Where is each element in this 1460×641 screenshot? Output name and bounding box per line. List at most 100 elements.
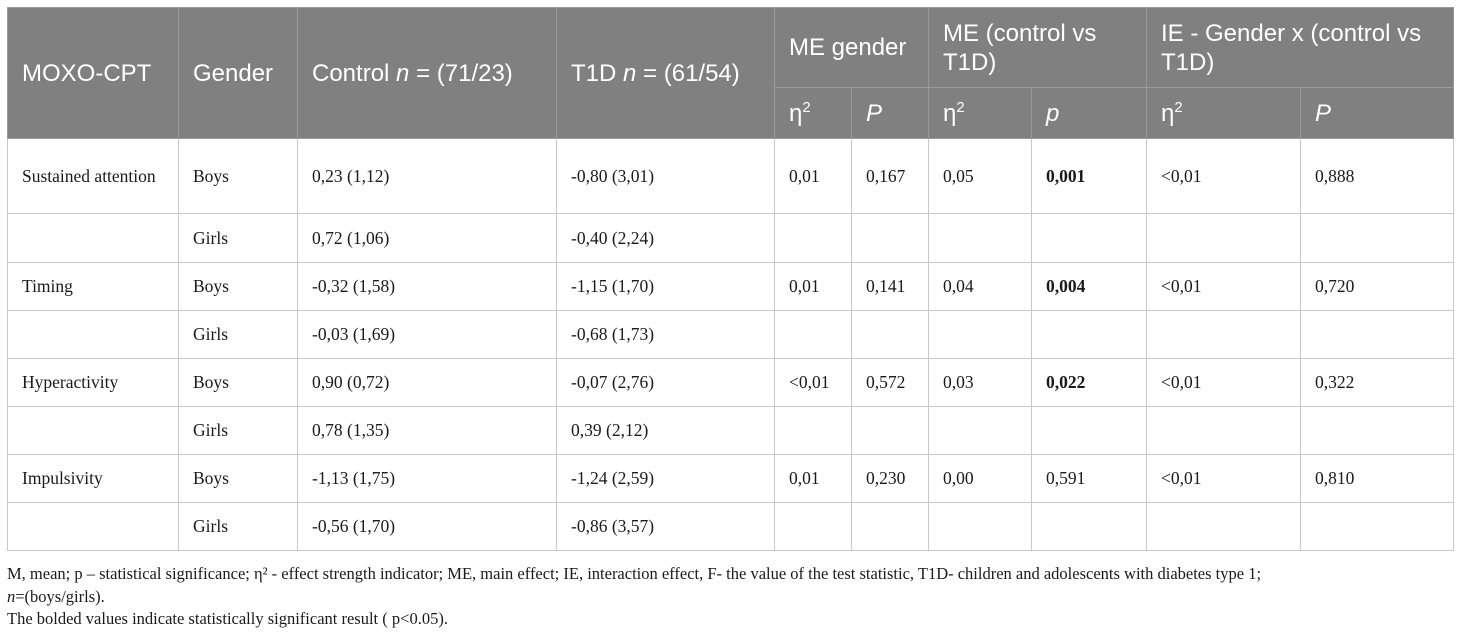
cell-me-control-eta: 0,04 (928, 262, 1032, 311)
table-row: Hyperactivity Boys 0,90 (0,72) -0,07 (2,… (7, 358, 1454, 407)
cell-me-gender-eta (774, 310, 852, 359)
table-header: MOXO-CPT Gender Control n = (71/23) T1D … (7, 7, 1454, 139)
cell-gender: Boys (178, 358, 298, 407)
cell-ie-eta (1146, 213, 1301, 263)
cell-me-control-p: 0,004 (1031, 262, 1147, 311)
cell-ie-p: 0,322 (1300, 358, 1454, 407)
header-ie-gender-control: IE - Gender x (control vs T1D) (1146, 7, 1454, 88)
cell-gender: Girls (178, 213, 298, 263)
header-me-gender: ME gender (774, 7, 929, 88)
cell-me-gender-eta (774, 502, 852, 551)
cell-control: 0,72 (1,06) (297, 213, 557, 263)
cell-t1d: -0,40 (2,24) (556, 213, 775, 263)
cell-me-gender-eta: 0,01 (774, 262, 852, 311)
cell-me-gender-p (851, 310, 929, 359)
cell-gender: Boys (178, 454, 298, 503)
cell-control: -0,03 (1,69) (297, 310, 557, 359)
cell-me-gender-p: 0,230 (851, 454, 929, 503)
cell-me-control-p: 0,001 (1031, 138, 1147, 214)
cell-gender: Girls (178, 406, 298, 455)
cell-me-gender-p (851, 502, 929, 551)
cell-ie-eta: <0,01 (1146, 262, 1301, 311)
table-row: Sustained attention Boys 0,23 (1,12) -0,… (7, 138, 1454, 214)
cell-t1d: -0,07 (2,76) (556, 358, 775, 407)
cell-ie-eta: <0,01 (1146, 138, 1301, 214)
cell-t1d: -0,68 (1,73) (556, 310, 775, 359)
cell-measure (7, 213, 179, 263)
cell-ie-eta (1146, 406, 1301, 455)
results-table-container: MOXO-CPT Gender Control n = (71/23) T1D … (7, 7, 1454, 551)
header-me-control-vs-t1d: ME (control vs T1D) (928, 7, 1147, 88)
cell-me-control-p (1031, 310, 1147, 359)
cell-ie-eta (1146, 502, 1301, 551)
cell-me-gender-p (851, 213, 929, 263)
cell-control: -0,56 (1,70) (297, 502, 557, 551)
cell-me-control-p: 0,022 (1031, 358, 1147, 407)
cell-ie-eta: <0,01 (1146, 358, 1301, 407)
cell-me-control-eta (928, 213, 1032, 263)
cell-me-gender-p: 0,572 (851, 358, 929, 407)
subheader-ie-eta: η2 (1146, 87, 1301, 139)
cell-gender: Boys (178, 138, 298, 214)
cell-me-gender-eta (774, 213, 852, 263)
cell-me-gender-eta: 0,01 (774, 138, 852, 214)
subheader-ie-p: P (1300, 87, 1454, 139)
cell-me-gender-eta (774, 406, 852, 455)
table-body: Sustained attention Boys 0,23 (1,12) -0,… (7, 138, 1454, 551)
cell-measure (7, 310, 179, 359)
cell-ie-eta: <0,01 (1146, 454, 1301, 503)
header-gender: Gender (178, 7, 298, 139)
cell-measure: Hyperactivity (7, 358, 179, 407)
cell-me-gender-eta: <0,01 (774, 358, 852, 407)
cell-control: 0,78 (1,35) (297, 406, 557, 455)
cell-me-control-p (1031, 406, 1147, 455)
table-footnote: M, mean; p – statistical significance; η… (7, 563, 1453, 631)
cell-ie-p (1300, 213, 1454, 263)
cell-me-gender-eta: 0,01 (774, 454, 852, 503)
subheader-me-control-eta: η2 (928, 87, 1032, 139)
subheader-me-gender-eta: η2 (774, 87, 852, 139)
cell-t1d: -1,15 (1,70) (556, 262, 775, 311)
cell-t1d: -0,86 (3,57) (556, 502, 775, 551)
cell-me-control-eta: 0,03 (928, 358, 1032, 407)
cell-control: 0,23 (1,12) (297, 138, 557, 214)
cell-me-control-eta (928, 310, 1032, 359)
header-control: Control n = (71/23) (297, 7, 557, 139)
cell-t1d: -1,24 (2,59) (556, 454, 775, 503)
cell-me-gender-p (851, 406, 929, 455)
cell-measure: Impulsivity (7, 454, 179, 503)
cell-ie-p (1300, 406, 1454, 455)
cell-ie-eta (1146, 310, 1301, 359)
footnote-bold-note: The bolded values indicate statistically… (7, 609, 448, 628)
header-moxo-cpt: MOXO-CPT (7, 7, 179, 139)
cell-measure: Timing (7, 262, 179, 311)
cell-me-control-p (1031, 213, 1147, 263)
results-table: MOXO-CPT Gender Control n = (71/23) T1D … (7, 7, 1454, 551)
cell-me-control-eta (928, 502, 1032, 551)
header-t1d: T1D n = (61/54) (556, 7, 775, 139)
footnote-abbreviations: M, mean; p – statistical significance; η… (7, 564, 1262, 606)
table-row: Timing Boys -0,32 (1,58) -1,15 (1,70) 0,… (7, 262, 1454, 311)
cell-measure: Sustained attention (7, 138, 179, 214)
cell-ie-p: 0,810 (1300, 454, 1454, 503)
cell-ie-p (1300, 502, 1454, 551)
subheader-me-gender-p: P (851, 87, 929, 139)
cell-gender: Boys (178, 262, 298, 311)
cell-measure (7, 406, 179, 455)
subheader-me-control-p: p (1031, 87, 1147, 139)
cell-me-control-eta: 0,00 (928, 454, 1032, 503)
table-row: Girls -0,03 (1,69) -0,68 (1,73) (7, 310, 1454, 359)
table-row: Girls 0,72 (1,06) -0,40 (2,24) (7, 213, 1454, 263)
cell-control: 0,90 (0,72) (297, 358, 557, 407)
cell-control: -0,32 (1,58) (297, 262, 557, 311)
cell-me-control-eta: 0,05 (928, 138, 1032, 214)
cell-ie-p (1300, 310, 1454, 359)
cell-ie-p: 0,888 (1300, 138, 1454, 214)
cell-me-gender-p: 0,141 (851, 262, 929, 311)
cell-me-control-p (1031, 502, 1147, 551)
cell-ie-p: 0,720 (1300, 262, 1454, 311)
cell-me-gender-p: 0,167 (851, 138, 929, 214)
cell-gender: Girls (178, 502, 298, 551)
cell-control: -1,13 (1,75) (297, 454, 557, 503)
table-row: Girls 0,78 (1,35) 0,39 (2,12) (7, 406, 1454, 455)
